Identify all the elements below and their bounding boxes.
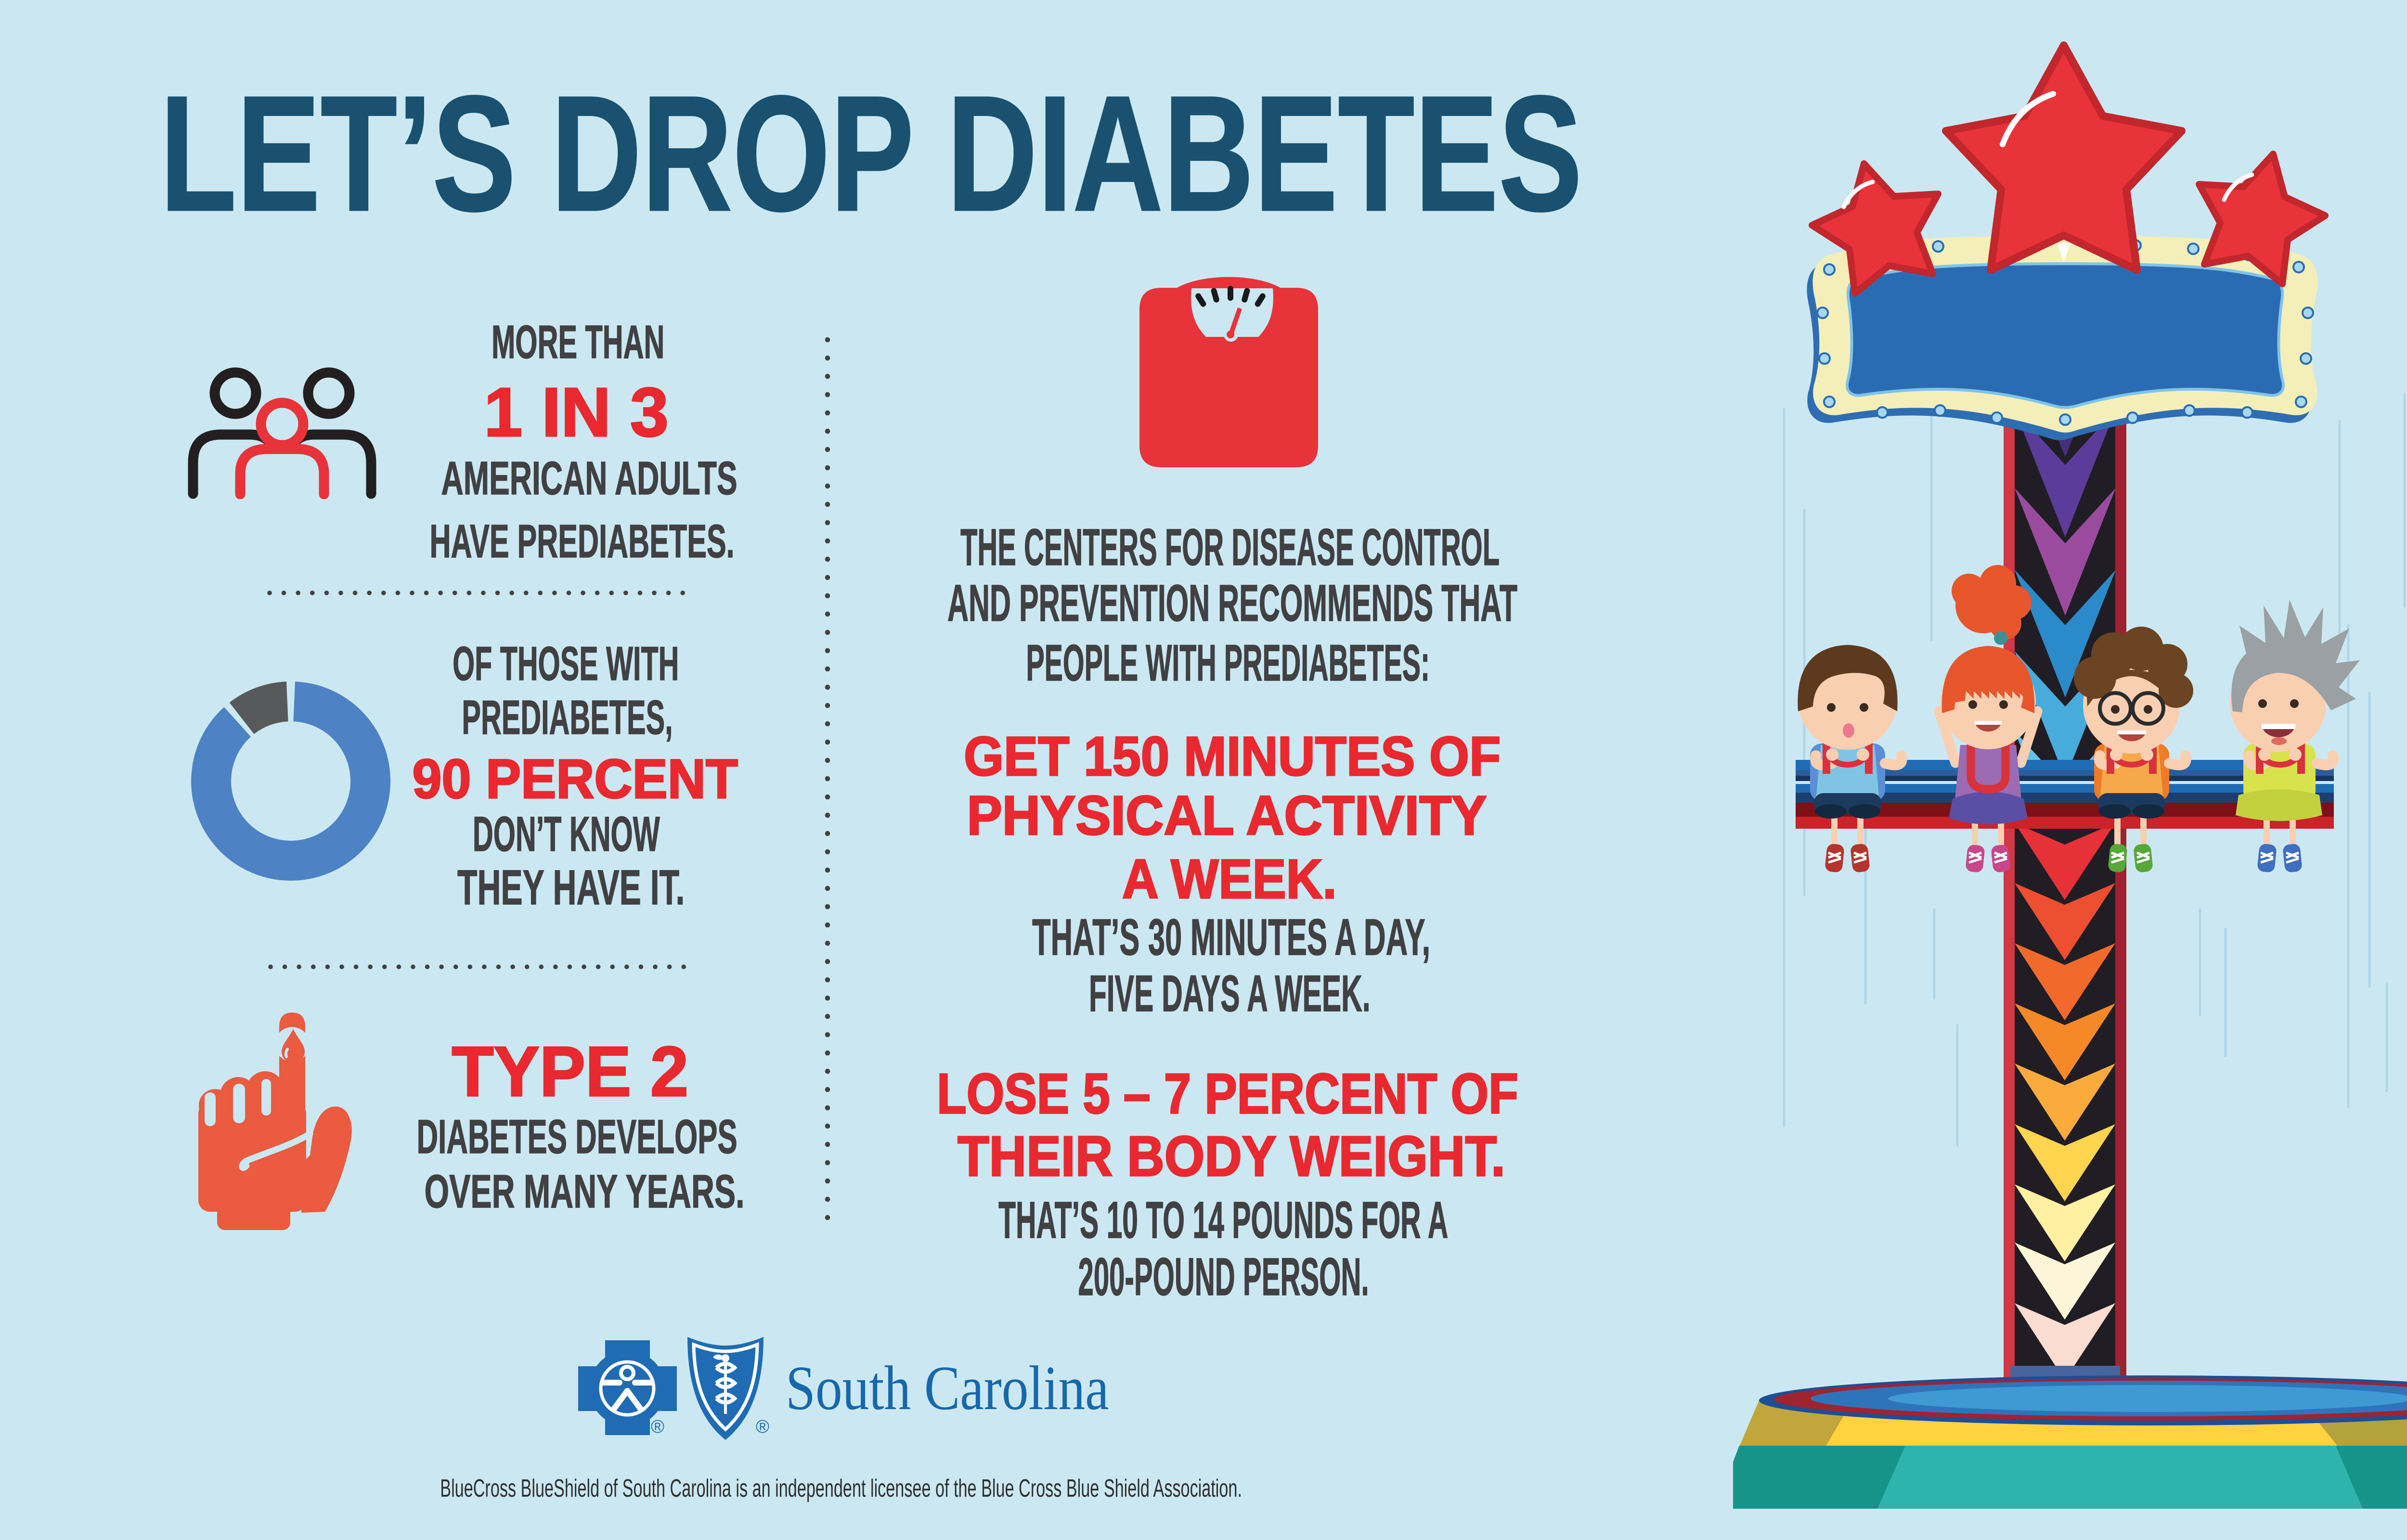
svg-text:®: ® [651, 1417, 664, 1437]
svg-text:®: ® [756, 1417, 769, 1437]
